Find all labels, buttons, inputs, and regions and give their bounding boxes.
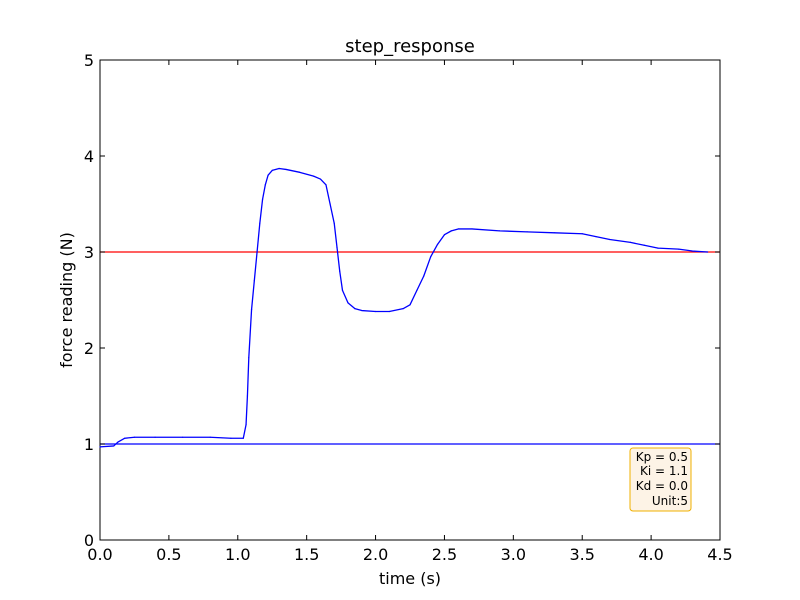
data-point-0-7 xyxy=(209,436,211,438)
data-point-0-38 xyxy=(409,304,411,306)
data-point-0-50 xyxy=(581,233,583,235)
data-point-0-33 xyxy=(354,308,356,310)
x-axis-ticks: 0.0 0.5 1.0 1.5 2.0 2.5 3.0 3.5 4.0 4.5 xyxy=(87,60,733,564)
data-point-0-43 xyxy=(443,234,446,236)
data-point-0-12 xyxy=(248,357,250,359)
x-axis-label: time (s) xyxy=(379,569,441,588)
data-point-0-25 xyxy=(319,178,322,180)
data-point-0-10 xyxy=(245,424,247,426)
data-point-0-11 xyxy=(246,395,249,397)
param-line-kp: Kp = 0.5 xyxy=(636,450,688,464)
data-point-0-37 xyxy=(402,308,404,310)
data-point-0-16 xyxy=(259,222,261,224)
data-point-0-56 xyxy=(678,248,680,250)
data-point-0-22 xyxy=(285,168,287,171)
data-point-0-32 xyxy=(347,302,349,304)
y-tick-label: 0 xyxy=(84,531,94,550)
pid-parameter-box: Kp = 0.5 Ki = 1.1 Kd = 0.0 Unit:5 xyxy=(629,447,692,512)
x-tick-label: 4.0 xyxy=(638,545,663,564)
data-point-0-42 xyxy=(436,243,439,245)
data-point-0-17 xyxy=(261,198,264,200)
data-point-0-48 xyxy=(526,231,528,233)
data-point-0-27 xyxy=(329,203,331,205)
data-point-0-47 xyxy=(498,230,501,232)
y-tick-label: 5 xyxy=(84,51,94,70)
data-point-0-39 xyxy=(416,289,418,291)
data-point-0-57 xyxy=(691,250,694,252)
chart-title: step_response xyxy=(345,36,475,57)
data-point-0-8 xyxy=(230,437,232,439)
data-point-0-29 xyxy=(336,246,338,248)
data-point-0-44 xyxy=(450,230,452,232)
axes-frame xyxy=(99,59,721,541)
y-tick-label: 1 xyxy=(84,435,94,454)
param-line-ki: Ki = 1.1 xyxy=(640,464,688,478)
pid-parameter-box-frame xyxy=(629,447,692,512)
data-point-0-52 xyxy=(609,238,611,241)
data-point-0-14 xyxy=(253,280,255,282)
data-point-0-23 xyxy=(299,171,301,173)
x-tick-label: 4.5 xyxy=(707,545,732,564)
data-point-0-51 xyxy=(595,236,597,238)
param-line-unit: Unit:5 xyxy=(652,494,688,508)
data-point-0-21 xyxy=(278,167,280,170)
data-point-0-13 xyxy=(250,309,253,311)
data-point-0-18 xyxy=(264,184,266,186)
data-point-0-45 xyxy=(457,228,459,230)
x-tick-label: 1.0 xyxy=(225,545,250,564)
data-point-0-15 xyxy=(256,251,258,253)
x-tick-label: 0.5 xyxy=(156,545,181,564)
y-tick-label: 4 xyxy=(84,147,94,166)
data-point-0-40 xyxy=(423,275,425,277)
data-point-0-58 xyxy=(707,251,709,253)
data-point-0-6 xyxy=(182,436,184,438)
data-point-0-31 xyxy=(341,289,344,291)
x-tick-label: 3.0 xyxy=(501,545,526,564)
data-point-0-2 xyxy=(117,441,119,443)
data-point-0-55 xyxy=(657,247,659,249)
data-point-0-34 xyxy=(361,309,363,312)
data-point-0-24 xyxy=(312,175,315,177)
y-axis-label: force reading (N) xyxy=(57,232,76,368)
data-point-0-5 xyxy=(154,436,156,438)
data-point-0-54 xyxy=(643,244,645,246)
data-point-0-9 xyxy=(242,437,244,439)
x-tick-label: 0.0 xyxy=(87,545,112,564)
data-point-0-36 xyxy=(388,310,390,313)
y-tick-label: 3 xyxy=(84,243,94,262)
data-point-0-1 xyxy=(113,445,115,447)
data-point-0-28 xyxy=(333,222,335,224)
data-point-0-4 xyxy=(133,436,136,438)
data-point-0-30 xyxy=(339,270,341,272)
data-point-0-0 xyxy=(99,446,101,448)
data-point-0-49 xyxy=(554,232,556,234)
y-tick-label: 2 xyxy=(84,339,94,358)
data-point-0-46 xyxy=(471,228,473,230)
data-point-0-53 xyxy=(629,241,632,243)
x-tick-label: 2.0 xyxy=(363,545,388,564)
x-tick-label: 2.5 xyxy=(432,545,457,564)
x-tick-label: 1.5 xyxy=(294,545,319,564)
data-point-0-20 xyxy=(271,169,273,171)
x-tick-label: 3.5 xyxy=(569,545,594,564)
data-point-0-35 xyxy=(374,310,377,313)
series-layer xyxy=(99,167,709,448)
data-point-0-41 xyxy=(430,256,432,258)
reference-lines xyxy=(100,251,720,445)
data-point-0-19 xyxy=(267,174,269,176)
plot-area: 0.0 0.5 1.0 1.5 2.0 2.5 3.0 3.5 4.0 4.5 0 1 2 3 4 5 xyxy=(84,51,733,564)
data-point-0-3 xyxy=(124,437,126,439)
data-point-0-26 xyxy=(325,184,327,186)
y-axis-ticks: 0 1 2 3 4 5 xyxy=(84,51,720,550)
param-line-kd: Kd = 0.0 xyxy=(636,479,688,493)
